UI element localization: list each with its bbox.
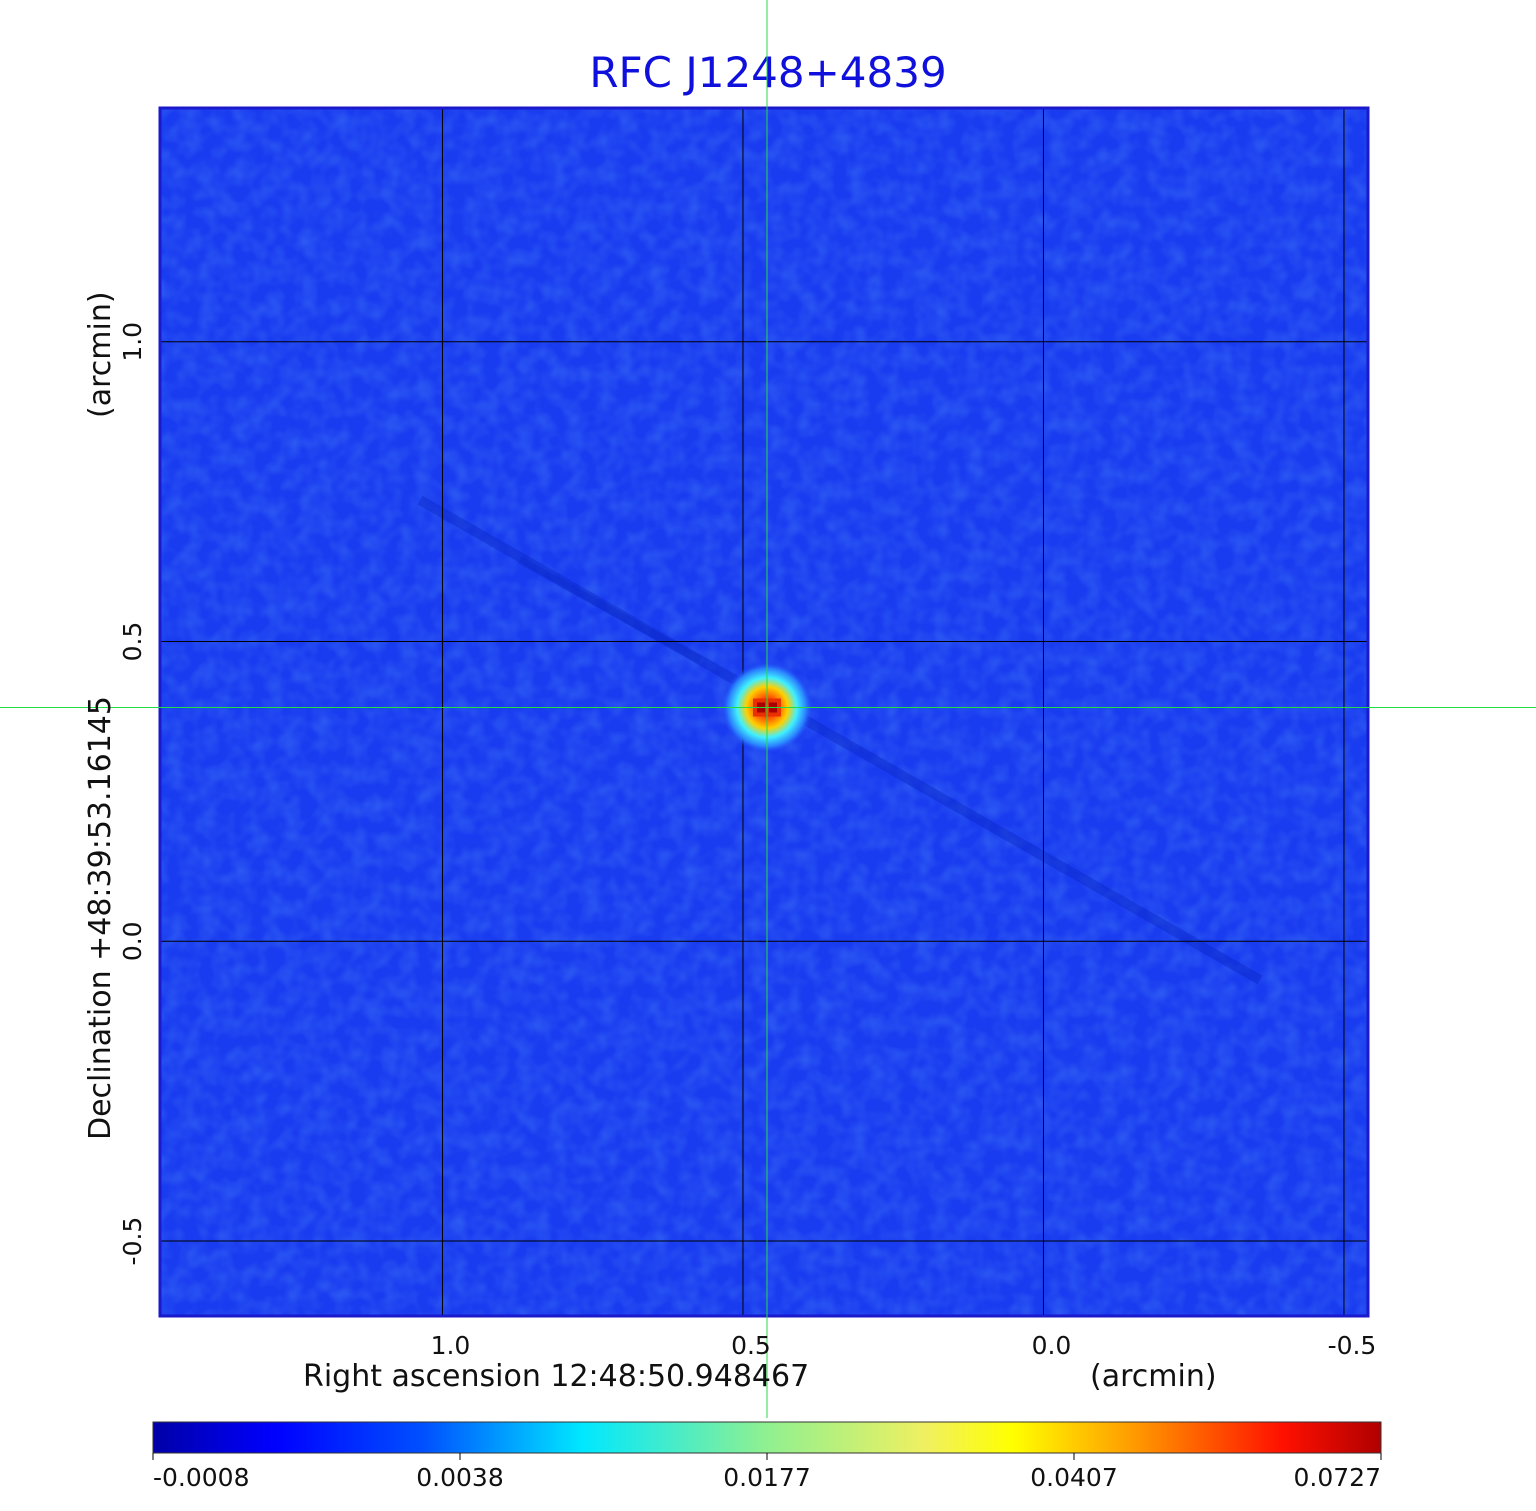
colorbar: [152, 1421, 1382, 1454]
y-tick-label: 0.5: [118, 622, 147, 662]
y-axis-label: Declination +48:39:53.16145: [83, 696, 118, 1140]
colorbar-tick-label: 0.0407: [1030, 1463, 1117, 1492]
x-tick-label: -0.5: [1328, 1331, 1377, 1360]
x-tick-label: 0.5: [731, 1331, 771, 1360]
chart-title: RFC J1248+4839: [589, 48, 947, 97]
y-tick-label: -0.5: [118, 1217, 147, 1266]
y-axis-unit: (arcmin): [83, 291, 118, 418]
y-tick-label: 1.0: [118, 322, 147, 362]
plot-frame: [158, 106, 1370, 1318]
crosshair: [0, 0, 1536, 1418]
y-axis-ticks: 1.0 0.5 0.0 -0.5: [118, 322, 147, 1266]
x-axis-label: Right ascension 12:48:50.948467: [303, 1359, 809, 1394]
colorbar-tick-label: -0.0008: [153, 1463, 250, 1492]
colorbar-ticks: -0.0008 0.0038 0.0177 0.0407 0.0727: [152, 1453, 1382, 1492]
colorbar-tick-label: 0.0727: [1294, 1463, 1381, 1492]
sidelobe-streak: [518, 556, 702, 664]
sidelobe-streak: [417, 495, 1263, 985]
colorbar-tick-label: 0.0038: [416, 1463, 503, 1492]
x-tick-label: 0.0: [1032, 1331, 1072, 1360]
x-tick-label: 1.0: [431, 1331, 471, 1360]
y-tick-label: 0.0: [118, 921, 147, 961]
x-axis-unit: (arcmin): [1090, 1359, 1217, 1394]
x-axis-ticks: 1.0 0.5 0.0 -0.5: [431, 1331, 1377, 1360]
colorbar-tick-label: 0.0177: [723, 1463, 810, 1492]
